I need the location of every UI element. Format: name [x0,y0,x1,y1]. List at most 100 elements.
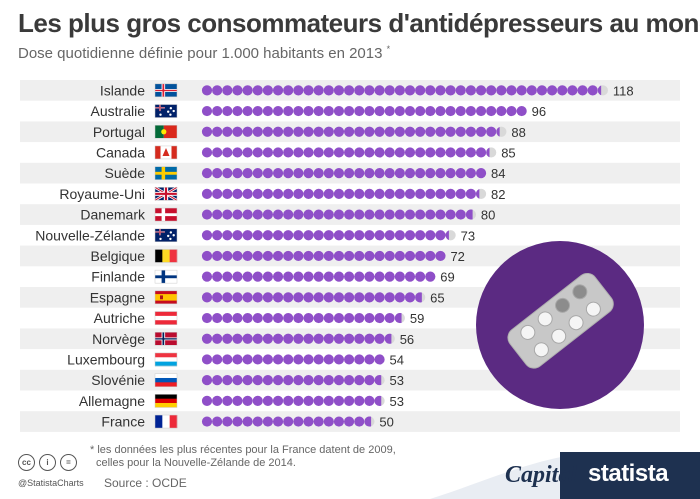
country-flag-icon [154,373,178,387]
data-dot [394,126,405,137]
data-dot [404,250,416,262]
country-flag-icon [154,249,178,263]
data-dot [222,250,233,262]
data-dot [242,333,253,344]
data-dot [262,230,273,241]
data-dot [252,85,263,96]
data-dot [262,292,273,303]
value-label: 96 [532,104,546,119]
data-dot [394,292,405,303]
data-dot [232,126,243,137]
data-dot [374,85,385,96]
data-dot [354,85,365,96]
data-dot [344,354,355,365]
data-dot [222,85,233,96]
data-dot [313,312,324,324]
chart-row: Luxembourg 54 [67,351,404,367]
flag-part [155,394,177,399]
partial-dot [374,395,382,406]
data-dot [445,105,456,117]
data-dot [506,105,517,117]
pill-illustration [476,241,644,409]
flag-part [155,192,177,195]
data-dot [323,209,334,220]
data-dot [384,85,395,96]
country-flag-icon [154,290,178,305]
data-dot [212,416,223,427]
flag-border [154,104,178,118]
data-dot [475,105,487,117]
data-dot [242,375,253,386]
value-label: 53 [390,373,404,388]
data-dot [303,230,314,241]
data-dot [232,416,243,427]
partial-dot [384,333,392,344]
category-label: Islande [100,82,145,98]
data-dot [323,147,334,158]
data-dot [201,416,213,427]
flag-part [155,338,177,340]
data-dot [445,209,456,220]
data-dot [272,292,284,303]
data-dot [313,375,324,386]
data-dot [293,230,304,241]
data-dot [283,168,294,179]
data-dot [252,105,263,117]
flag-part [155,415,163,429]
data-dot [333,333,345,344]
data-dot [252,230,263,241]
data-dot [272,85,284,96]
data-dot [374,147,385,158]
data-dot [232,147,243,158]
data-dot [364,271,375,282]
data-dot [364,168,375,179]
data-dot [435,147,446,158]
data-dot [425,105,436,117]
data-dot [283,333,294,344]
data-dot [303,105,314,117]
data-dot [313,292,324,303]
data-dot [201,209,213,220]
value-label: 59 [410,311,424,326]
data-dot [384,188,395,199]
data-dot [536,85,548,96]
flag-part [161,129,167,135]
category-label: Belgique [91,248,146,264]
data-dot [344,271,355,282]
flag-part [155,145,161,159]
data-dot [262,333,273,344]
data-dot [222,395,233,406]
data-dot [293,250,304,262]
data-dot [394,271,405,282]
chart-row: Canada 85 [96,144,516,160]
data-dot [394,85,405,96]
data-dot [425,126,436,137]
data-dot [293,395,304,406]
flag-border [154,269,178,284]
data-dot [212,85,223,96]
data-dot [354,209,365,220]
chart-row: Suède 84 [20,162,680,184]
flag-part [155,398,177,404]
data-dot [283,375,294,386]
data-dot [404,147,416,158]
data-dot [374,312,385,324]
data-dot [425,188,436,199]
data-dot [293,292,304,303]
data-dot [344,375,355,386]
data-dot [415,230,426,241]
country-flag-icon [154,207,178,222]
data-dot [354,168,365,179]
value-label: 88 [511,125,525,140]
data-dot [333,105,345,117]
data-dot [262,250,273,262]
data-dot [425,85,436,96]
data-dot [313,333,324,344]
data-dot [283,250,294,262]
data-dot [323,375,334,386]
country-flag-icon [154,394,178,408]
data-dot [262,105,273,117]
data-dot [232,230,243,241]
footnote-line-2: celles pour la Nouvelle-Zélande de 2014. [96,457,296,469]
no-derivatives-icon: = [60,454,77,471]
